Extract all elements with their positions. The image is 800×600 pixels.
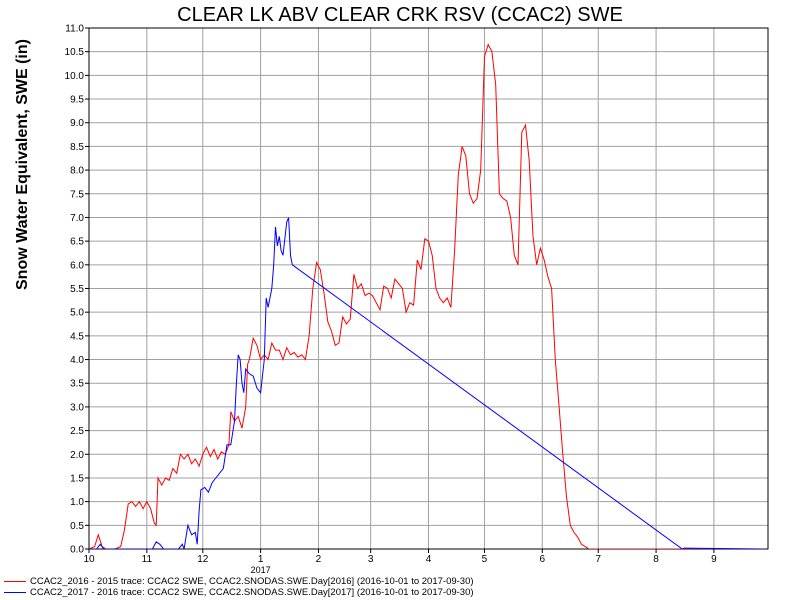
x-tick-label: 6 xyxy=(540,554,546,565)
legend-entry-2: CCAC2_2017 - 2016 trace: CCAC2 SWE, CCAC… xyxy=(4,587,474,598)
y-tick-label: 7.0 xyxy=(70,213,84,224)
x-tick-label: 2 xyxy=(316,554,322,565)
y-tick-label: 9.5 xyxy=(70,95,84,106)
series-line-1 xyxy=(89,43,765,549)
y-tick-label: 2.5 xyxy=(70,426,84,437)
y-tick-label: 1.0 xyxy=(70,497,84,508)
y-tick-label: 3.5 xyxy=(70,379,84,390)
series-layer xyxy=(89,43,765,549)
y-tick-label: 2.0 xyxy=(70,450,84,461)
y-tick-label: 8.5 xyxy=(70,142,84,153)
x-tick-label: 9 xyxy=(711,554,717,565)
y-tick-label: 6.5 xyxy=(70,237,84,248)
x-tick-label: 4 xyxy=(426,554,432,565)
x-tick-label: 10 xyxy=(83,554,95,565)
y-tick-label: 3.0 xyxy=(70,402,84,413)
legend-entry-1: CCAC2_2016 - 2015 trace: CCAC2 SWE, CCAC… xyxy=(4,576,474,587)
x-year-label: 2017 xyxy=(251,565,271,575)
series-line-2 xyxy=(89,217,765,549)
legend-swatch-blue xyxy=(4,591,26,593)
y-tick-label: 6.0 xyxy=(70,260,84,271)
y-tick-label: 10.5 xyxy=(65,47,85,58)
grid-lines xyxy=(89,28,768,549)
x-tick-label: 1 xyxy=(258,554,264,565)
y-axis: 0.0 0.5 1.0 1.5 2.0 2.5 3.0 3.5 4.0 4.5 5.0 5.5 6.0 6… xyxy=(65,24,89,556)
legend-swatch-red xyxy=(4,580,26,582)
x-tick-label: 5 xyxy=(482,554,488,565)
y-tick-label: 4.5 xyxy=(70,331,84,342)
y-tick-label: 4.0 xyxy=(70,355,84,366)
y-tick-label: 5.5 xyxy=(70,284,84,295)
y-tick-label: 10.0 xyxy=(65,71,85,82)
y-tick-label: 0.0 xyxy=(70,545,84,556)
y-tick-label: 8.0 xyxy=(70,166,84,177)
x-tick-label: 8 xyxy=(653,554,659,565)
y-tick-label: 5.0 xyxy=(70,308,84,319)
x-tick-label: 7 xyxy=(595,554,601,565)
y-tick-label: 1.5 xyxy=(70,473,84,484)
chart-title: CLEAR LK ABV CLEAR CRK RSV (CCAC2) SWE xyxy=(177,4,623,26)
y-tick-label: 11.0 xyxy=(65,24,84,35)
legend-label-2: CCAC2_2017 - 2016 trace: CCAC2 SWE, CCAC… xyxy=(30,587,474,598)
y-tick-label: 0.5 xyxy=(70,521,84,532)
x-tick-label: 11 xyxy=(142,554,153,565)
y-tick-label: 9.0 xyxy=(70,118,84,129)
x-tick-label: 3 xyxy=(368,554,374,565)
legend-label-1: CCAC2_2016 - 2015 trace: CCAC2 SWE, CCAC… xyxy=(30,576,474,587)
x-tick-label: 12 xyxy=(197,554,209,565)
y-tick-label: 7.5 xyxy=(70,189,84,200)
